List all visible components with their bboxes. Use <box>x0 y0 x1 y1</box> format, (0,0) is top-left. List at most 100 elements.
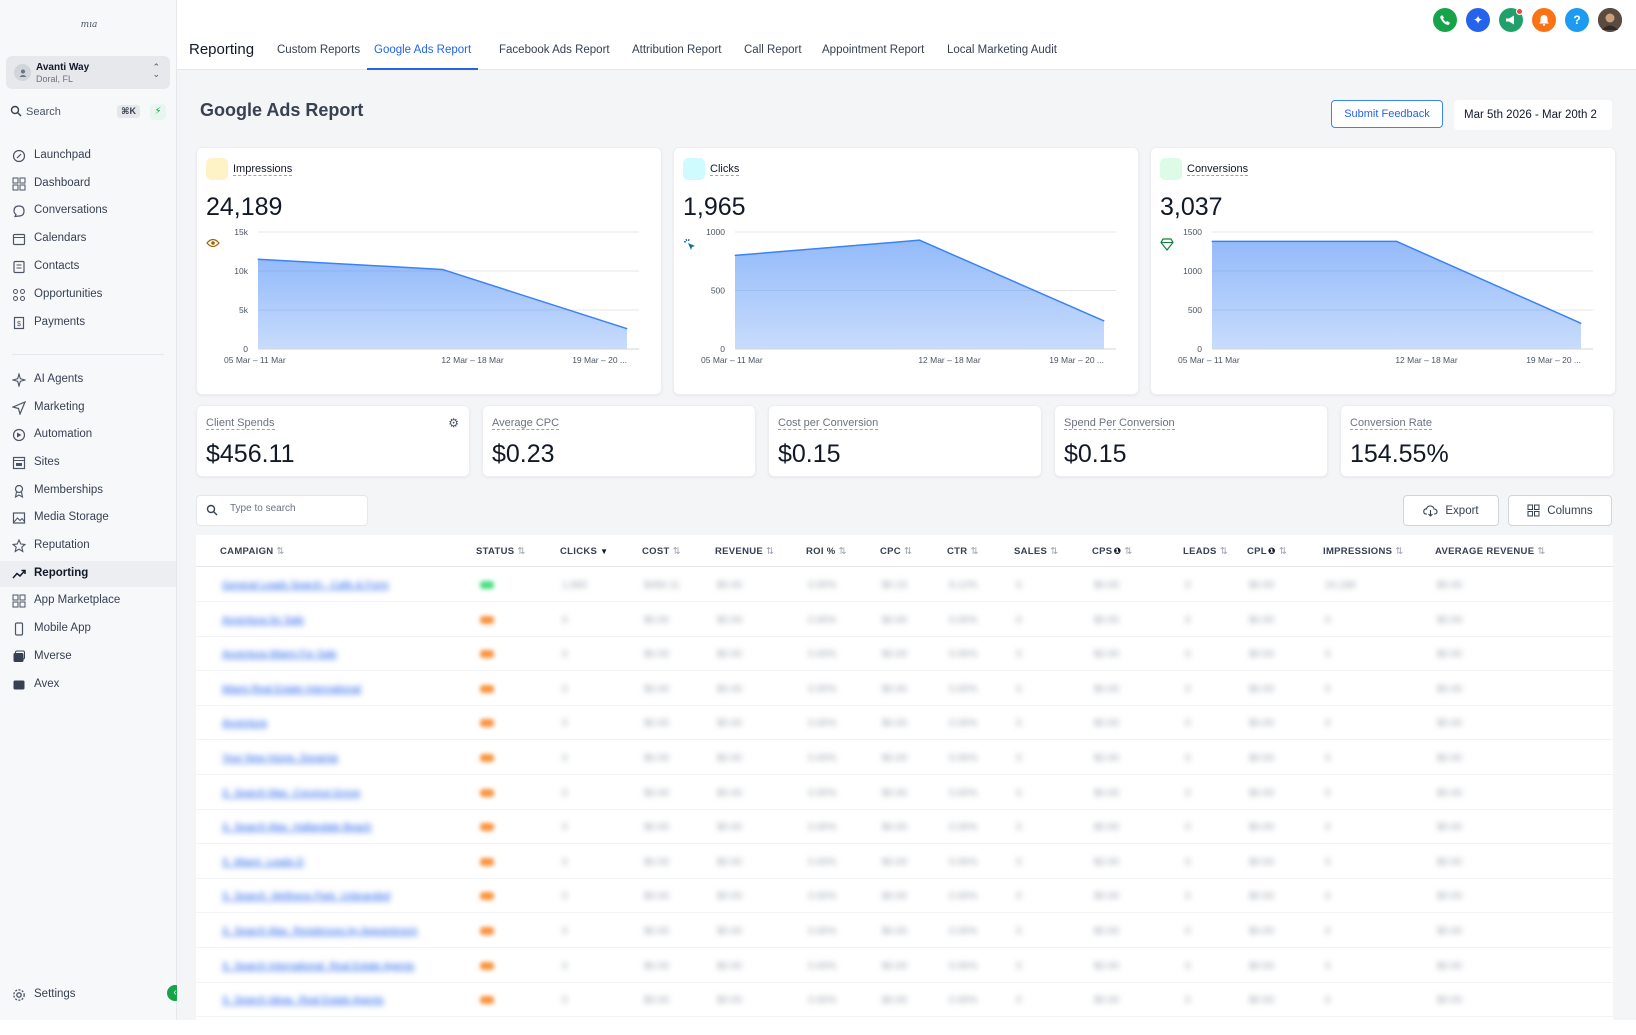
kpi-label[interactable]: Cost per Conversion <box>778 417 879 430</box>
campaign-link[interactable]: S_Search Max_Residences by Appointment <box>222 926 418 937</box>
sidebar-item-automation[interactable]: Automation <box>0 422 176 448</box>
table-row[interactable]: S_Miami_Leads D 0 $0.00 $0.00 0.00% $0.00 0.00… <box>196 845 1613 879</box>
column-header-ctr[interactable]: CTR ⇅ <box>947 546 979 557</box>
sort-desc-icon[interactable]: ▼ <box>600 547 609 556</box>
campaign-link[interactable]: Your New Home, Doramia <box>222 753 338 764</box>
column-header-average-revenue[interactable]: AVERAGE REVENUE ⇅ <box>1435 546 1546 557</box>
campaign-link[interactable]: Miami Real Estate International <box>222 683 361 695</box>
quick-actions-bolt-icon[interactable]: ⚡ <box>150 104 166 120</box>
conversions-label[interactable]: Conversions <box>1187 163 1249 176</box>
sort-icon[interactable]: ⇅ <box>1050 546 1059 557</box>
tab-attribution-report[interactable]: Attribution Report <box>632 44 722 56</box>
sort-icon[interactable]: ⇅ <box>903 546 913 557</box>
sort-icon[interactable]: ⇅ <box>838 546 847 557</box>
column-header-cost[interactable]: COST ⇅ <box>642 546 681 557</box>
data-point[interactable] <box>734 254 736 256</box>
sidebar-item-mobile-app[interactable]: Mobile App <box>0 616 176 642</box>
campaign-link[interactable]: S_Search Max_Coconut Grove <box>222 787 361 799</box>
column-header-leads[interactable]: LEADS ⇅ <box>1183 546 1228 557</box>
data-point[interactable] <box>442 268 443 270</box>
column-header-cpl[interactable]: CPL❶ ⇅ <box>1247 546 1287 557</box>
info-icon[interactable]: ❶ <box>1113 546 1122 556</box>
phone-icon[interactable] <box>1433 8 1457 32</box>
table-search-input[interactable] <box>230 503 360 514</box>
kpi-label[interactable]: Spend Per Conversion <box>1064 417 1175 430</box>
data-point[interactable] <box>1103 320 1105 322</box>
campaign-link[interactable]: S_Search Max_Hallandale Beach <box>222 822 372 834</box>
sidebar-item-sites[interactable]: Sites <box>0 450 176 476</box>
clicks-label[interactable]: Clicks <box>710 163 740 176</box>
table-search[interactable] <box>196 495 368 526</box>
sidebar-search[interactable]: Search ⌘K <box>6 101 142 123</box>
column-header-roi[interactable]: ROI % ⇅ <box>806 546 847 557</box>
export-button[interactable]: Export <box>1403 495 1499 526</box>
sidebar-item-contacts[interactable]: Contacts <box>0 254 176 280</box>
sort-icon[interactable]: ⇅ <box>1537 546 1546 557</box>
kpi-label[interactable]: Client Spends <box>206 417 275 430</box>
tab-custom-reports[interactable]: Custom Reports <box>277 44 361 56</box>
campaign-link[interactable]: S_Search Ideas_Real Estate Agents <box>222 995 384 1007</box>
table-row[interactable]: Avventura for Sale 0 $0.00 $0.00 0.00% $0.00 0… <box>196 603 1613 637</box>
column-header-status[interactable]: STATUS ⇅ <box>476 546 526 557</box>
kpi-label[interactable]: Conversion Rate <box>1350 417 1432 430</box>
sidebar-item-reputation[interactable]: Reputation <box>0 533 176 559</box>
table-row[interactable]: Miami Real Estate International 0 $0.00 $0.… <box>196 672 1613 706</box>
campaign-link[interactable]: Avventura Miami For Sale <box>222 649 337 661</box>
tab-appointment-report[interactable]: Appointment Report <box>822 44 925 56</box>
tab-facebook-ads-report[interactable]: Facebook Ads Report <box>499 44 610 56</box>
sort-icon[interactable]: ⇅ <box>517 546 526 557</box>
table-row[interactable]: S_Search_Wellness Park_Unbranded 0 $0.00 $0… <box>196 879 1613 914</box>
sidebar-item-marketing[interactable]: Marketing <box>0 395 176 421</box>
data-point[interactable] <box>1580 322 1582 324</box>
submit-feedback-button[interactable]: Submit Feedback <box>1331 100 1443 128</box>
sidebar-item-avex[interactable]: Avex <box>0 672 176 698</box>
data-point[interactable] <box>257 258 259 260</box>
sort-icon[interactable]: ⇅ <box>672 546 681 557</box>
sidebar-item-app-marketplace[interactable]: App Marketplace <box>0 588 176 614</box>
date-range-picker[interactable]: Mar 5th 2026 - Mar 20th 2 <box>1454 100 1612 130</box>
sidebar-item-conversations[interactable]: Conversations <box>0 198 176 224</box>
gear-icon[interactable]: ⚙ <box>448 416 459 430</box>
sort-icon[interactable]: ⇅ <box>1395 546 1404 557</box>
company-logo[interactable]: mıa <box>80 20 98 30</box>
table-row[interactable]: Avventura Miami For Sale 0 $0.00 $0.00 0.00%… <box>196 637 1613 672</box>
sparkle-icon[interactable]: ✦ <box>1466 8 1490 32</box>
data-point[interactable] <box>919 239 920 241</box>
sidebar-item-ai-agents[interactable]: AI Agents <box>0 367 176 393</box>
table-row[interactable]: S_Search Max_Coconut Grove 0 $0.00 $0.00 0.0… <box>196 776 1613 810</box>
tab-call-report[interactable]: Call Report <box>744 44 802 56</box>
columns-button[interactable]: Columns <box>1508 495 1612 526</box>
tab-google-ads-report[interactable]: Google Ads Report <box>367 44 479 70</box>
help-icon[interactable]: ? <box>1565 8 1589 32</box>
column-header-impressions[interactable]: IMPRESSIONS ⇅ <box>1323 546 1404 557</box>
table-row[interactable]: S_Search Ideas_Real Estate Agents 0 $0.00 $… <box>196 983 1613 1018</box>
table-row[interactable]: S_Search Max_Residences by Appointment 0 $… <box>196 914 1613 948</box>
sidebar-item-calendars[interactable]: Calendars <box>0 226 176 252</box>
table-row[interactable]: S_Search International_Real Estate Agent… <box>196 949 1613 983</box>
info-icon[interactable]: ❶ <box>1267 546 1276 556</box>
sidebar-item-payments[interactable]: $ Payments <box>0 310 176 336</box>
campaign-link[interactable]: S_Search_Wellness Park_Unbranded <box>222 891 391 903</box>
column-header-cpc[interactable]: CPC ⇅ <box>880 546 912 557</box>
sort-icon[interactable]: ⇅ <box>1219 546 1228 557</box>
column-header-revenue[interactable]: REVENUE ⇅ <box>715 546 774 557</box>
sort-icon[interactable]: ⇅ <box>766 546 775 557</box>
campaign-link[interactable]: Avventura for Sale <box>222 614 305 626</box>
sidebar-item-media-storage[interactable]: Media Storage <box>0 505 176 531</box>
data-point[interactable] <box>1211 240 1213 242</box>
data-point[interactable] <box>1396 240 1397 242</box>
sidebar-item-settings[interactable]: Settings <box>0 982 176 1008</box>
campaign-link[interactable]: General Leads Search - Calls & Form <box>222 580 389 591</box>
tab-local-marketing-audit[interactable]: Local Marketing Audit <box>947 44 1057 56</box>
column-header-cps[interactable]: CPS❶ ⇅ <box>1092 546 1133 557</box>
sidebar-item-launchpad[interactable]: Launchpad <box>0 143 176 169</box>
kpi-label[interactable]: Average CPC <box>492 417 560 430</box>
sidebar-item-reporting[interactable]: Reporting <box>0 561 176 587</box>
user-avatar[interactable] <box>1598 8 1622 32</box>
data-point[interactable] <box>626 328 628 330</box>
sidebar-item-memberships[interactable]: Memberships <box>0 478 176 504</box>
table-row[interactable]: Your New Home, Doramia 0 $0.00 $0.00 0.00% $0… <box>196 741 1613 775</box>
column-header-campaign[interactable]: CAMPAIGN ⇅ <box>220 546 285 557</box>
megaphone-icon[interactable] <box>1499 8 1523 32</box>
campaign-link[interactable]: Avventura <box>222 718 267 730</box>
